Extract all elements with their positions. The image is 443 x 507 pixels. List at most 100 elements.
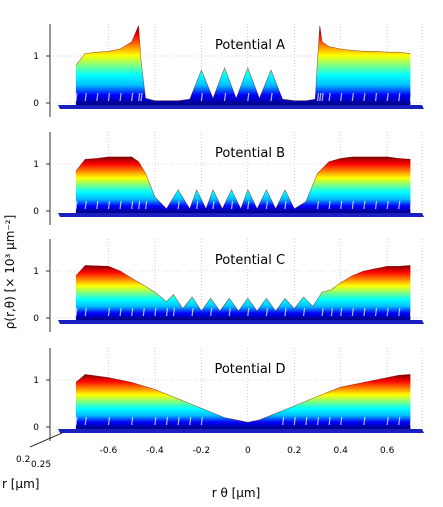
panel-title: Potential A xyxy=(215,38,285,53)
depth-axis-line xyxy=(29,432,63,448)
ridge-highlight xyxy=(351,200,354,210)
ridge-highlight xyxy=(212,200,215,210)
ridge-highlight xyxy=(107,92,111,102)
depth-tick-1: 0.25 xyxy=(31,460,51,470)
ridge-highlight xyxy=(363,416,366,426)
ridge-highlight xyxy=(270,92,273,102)
ridge-highlight xyxy=(119,200,122,210)
x-tick-label: -0.6 xyxy=(100,446,118,456)
y-tick-label: 0 xyxy=(33,207,39,217)
y-tick-label: 1 xyxy=(33,160,39,170)
ridge-highlight xyxy=(138,200,141,210)
ridge-highlight xyxy=(138,92,141,102)
panel-title: Potential D xyxy=(214,362,285,377)
surface-base xyxy=(58,213,424,217)
ridge-highlight xyxy=(386,92,389,102)
ridge-highlight xyxy=(230,200,234,210)
ridge-highlight xyxy=(398,307,401,317)
panel-2: 0 1 Potential B xyxy=(33,132,424,225)
ridge-highlight xyxy=(119,307,122,317)
ridge-highlight xyxy=(316,92,320,102)
ridge-highlight xyxy=(154,416,157,426)
ridge-highlight xyxy=(305,416,308,426)
y-tick-label: 1 xyxy=(33,376,39,386)
ridge-highlight xyxy=(154,307,157,317)
ridge-highlight xyxy=(84,416,87,426)
ridge-highlight xyxy=(107,416,111,426)
ridge-highlight xyxy=(340,92,343,102)
ridge-highlight xyxy=(351,307,354,317)
ridge-highlight xyxy=(223,92,227,102)
ridge-highlight xyxy=(409,307,412,317)
ridge-highlight xyxy=(316,416,320,426)
ridge-highlight xyxy=(107,200,111,210)
density-surface xyxy=(75,265,411,320)
surface-base xyxy=(58,429,424,433)
ridge-highlight xyxy=(96,200,99,210)
surface-ridge xyxy=(75,265,411,312)
ridge-highlight xyxy=(398,92,401,102)
ridge-highlight xyxy=(131,307,134,317)
ridge-highlight xyxy=(140,92,143,102)
ridge-highlight xyxy=(398,416,401,426)
ridge-highlight xyxy=(177,416,180,426)
y-tick-label: 0 xyxy=(33,423,39,433)
ridge-highlight xyxy=(247,200,250,210)
y-tick-label: 0 xyxy=(33,99,39,109)
ridge-highlight xyxy=(363,92,366,102)
ridge-highlight xyxy=(319,92,322,102)
panel-1: 0 1 Potential A xyxy=(33,24,424,117)
ridge-highlight xyxy=(75,307,78,317)
ridge-highlight xyxy=(75,92,78,102)
ridge-highlight xyxy=(265,307,268,317)
surface-ridge xyxy=(75,156,411,210)
ridge-highlight xyxy=(75,416,78,426)
depth-axis-label: r [μm] xyxy=(2,477,39,491)
ridge-highlight xyxy=(282,416,285,426)
ridge-highlight xyxy=(284,200,287,210)
surface-base xyxy=(58,105,424,109)
ridge-highlight xyxy=(409,92,412,102)
x-tick-label: 0 xyxy=(245,446,251,456)
ridge-highlight xyxy=(409,416,412,426)
ridge-highlight xyxy=(302,307,306,317)
ridge-highlight xyxy=(196,200,199,210)
ridge-highlight xyxy=(330,307,334,317)
ridge-highlight xyxy=(328,200,331,210)
panel-title: Potential B xyxy=(215,146,285,161)
ridge-highlight xyxy=(210,307,213,317)
ridge-highlight xyxy=(293,416,296,426)
x-tick-label: -0.2 xyxy=(193,446,211,456)
density-surface xyxy=(75,374,411,429)
y-tick-label: 1 xyxy=(33,52,39,62)
ridge-highlight xyxy=(191,307,194,317)
x-tick-label: -0.4 xyxy=(146,446,164,456)
ridge-highlight xyxy=(131,92,134,102)
ridge-highlight xyxy=(84,307,87,317)
ridge-highlight xyxy=(284,307,287,317)
ridge-highlight xyxy=(200,416,203,426)
ridge-highlight xyxy=(142,307,145,317)
ridge-highlight xyxy=(386,307,389,317)
ridge-highlight xyxy=(189,416,192,426)
x-axis-label: r θ [μm] xyxy=(212,486,261,500)
ridge-highlight xyxy=(228,307,231,317)
y-axis-label: ρ(r,θ) [× 10³ μm⁻²] xyxy=(3,215,17,329)
ridge-highlight xyxy=(321,92,324,102)
ridge-highlight xyxy=(340,200,343,210)
ridge-highlight xyxy=(107,307,111,317)
ridge-highlight xyxy=(247,92,250,102)
panel-title: Potential C xyxy=(215,253,285,268)
ridge-highlight xyxy=(363,307,366,317)
surface-ridge xyxy=(75,374,411,423)
y-tick-label: 0 xyxy=(33,314,39,324)
ridge-highlight xyxy=(340,416,343,426)
ridge-highlight xyxy=(340,307,343,317)
ridge-highlight xyxy=(145,200,148,210)
ridge-highlight xyxy=(84,92,87,102)
panel-3: 0 1 Potential C xyxy=(33,239,424,332)
x-tick-label: 0.4 xyxy=(334,446,349,456)
ridge-highlight xyxy=(363,200,366,210)
